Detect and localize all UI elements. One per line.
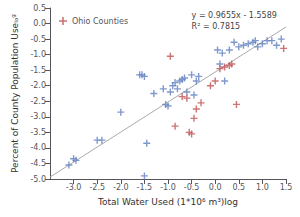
svg-text:-1.5: -1.5 xyxy=(137,183,153,192)
svg-text:-1.0: -1.0 xyxy=(160,183,176,192)
svg-text:0.5: 0.5 xyxy=(33,4,46,13)
svg-text:0.5: 0.5 xyxy=(232,183,245,192)
svg-text:-3.5: -3.5 xyxy=(30,128,46,137)
svg-text:-3.0: -3.0 xyxy=(66,183,82,192)
svg-text:-2.5: -2.5 xyxy=(89,183,105,192)
svg-text:Total Water Used (1*10⁶ m³)log: Total Water Used (1*10⁶ m³)log xyxy=(97,197,238,207)
svg-text:-0.5: -0.5 xyxy=(184,183,200,192)
svg-text:-3.0: -3.0 xyxy=(30,112,46,121)
svg-text:-2.5: -2.5 xyxy=(30,97,46,106)
svg-text:Ohio Counties: Ohio Counties xyxy=(72,17,128,26)
svg-text:-4.0: -4.0 xyxy=(30,143,46,152)
svg-text:Percent of County Population U: Percent of County Population Useₗₒᵍ xyxy=(10,14,20,173)
svg-text:0.0: 0.0 xyxy=(209,183,222,192)
svg-text:-0.5: -0.5 xyxy=(30,35,46,44)
svg-text:-1.0: -1.0 xyxy=(30,50,46,59)
svg-text:y = 0.9655x - 1.5589: y = 0.9655x - 1.5589 xyxy=(192,11,277,20)
svg-text:1.5: 1.5 xyxy=(280,183,293,192)
svg-text:-1.5: -1.5 xyxy=(30,66,46,75)
svg-text:0.0: 0.0 xyxy=(33,19,46,28)
svg-text:-5.0: -5.0 xyxy=(30,175,46,184)
svg-text:-2.0: -2.0 xyxy=(30,81,46,90)
svg-text:1.0: 1.0 xyxy=(256,183,269,192)
svg-text:-4.5: -4.5 xyxy=(30,159,46,168)
svg-text:-2.0: -2.0 xyxy=(113,183,129,192)
svg-text:R² = 0.7815: R² = 0.7815 xyxy=(192,22,241,31)
